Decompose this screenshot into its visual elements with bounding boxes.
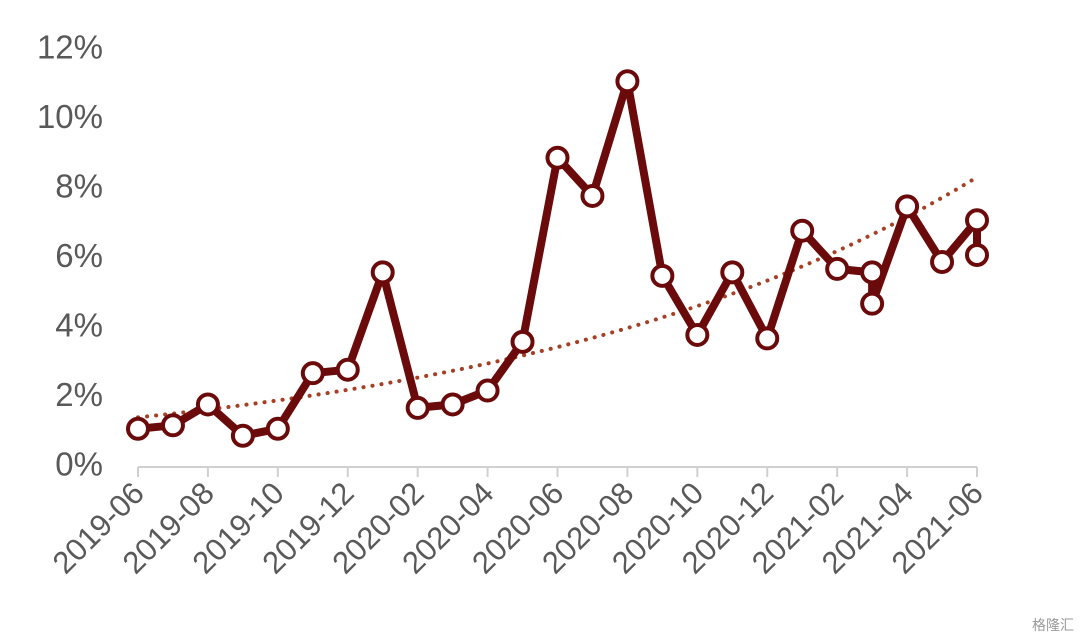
y-tick-label: 12% (37, 29, 103, 66)
data-point (755, 326, 780, 351)
data-point (825, 256, 850, 281)
data-point (580, 183, 605, 208)
data-point (860, 291, 885, 316)
y-tick-label: 0% (55, 446, 103, 483)
trendline (136, 175, 979, 420)
data-point (440, 392, 465, 417)
data-point (300, 361, 325, 386)
data-point (720, 260, 745, 285)
data-point (475, 378, 500, 403)
data-point (650, 263, 675, 288)
data-point (265, 416, 290, 441)
y-tick-label: 2% (55, 376, 103, 413)
y-tick-label: 6% (55, 237, 103, 274)
data-point (615, 69, 640, 94)
data-line (137, 77, 981, 440)
data-point (860, 260, 885, 285)
data-point (545, 145, 570, 170)
data-point (335, 357, 360, 382)
watermark: 格隆汇 (1032, 617, 1074, 633)
data-point (930, 249, 955, 274)
data-point (195, 392, 220, 417)
y-tick-label: 4% (55, 307, 103, 344)
data-point (510, 329, 535, 354)
y-tick-label: 8% (55, 168, 103, 205)
data-point (965, 208, 989, 233)
data-point (790, 218, 815, 243)
y-tick-label: 10% (37, 98, 103, 135)
data-point (160, 413, 185, 438)
data-point (405, 395, 430, 420)
data-point (685, 322, 710, 347)
data-point (126, 416, 150, 441)
data-point (895, 194, 920, 219)
data-point (230, 423, 255, 448)
data-point (965, 243, 989, 268)
data-point (370, 260, 395, 285)
